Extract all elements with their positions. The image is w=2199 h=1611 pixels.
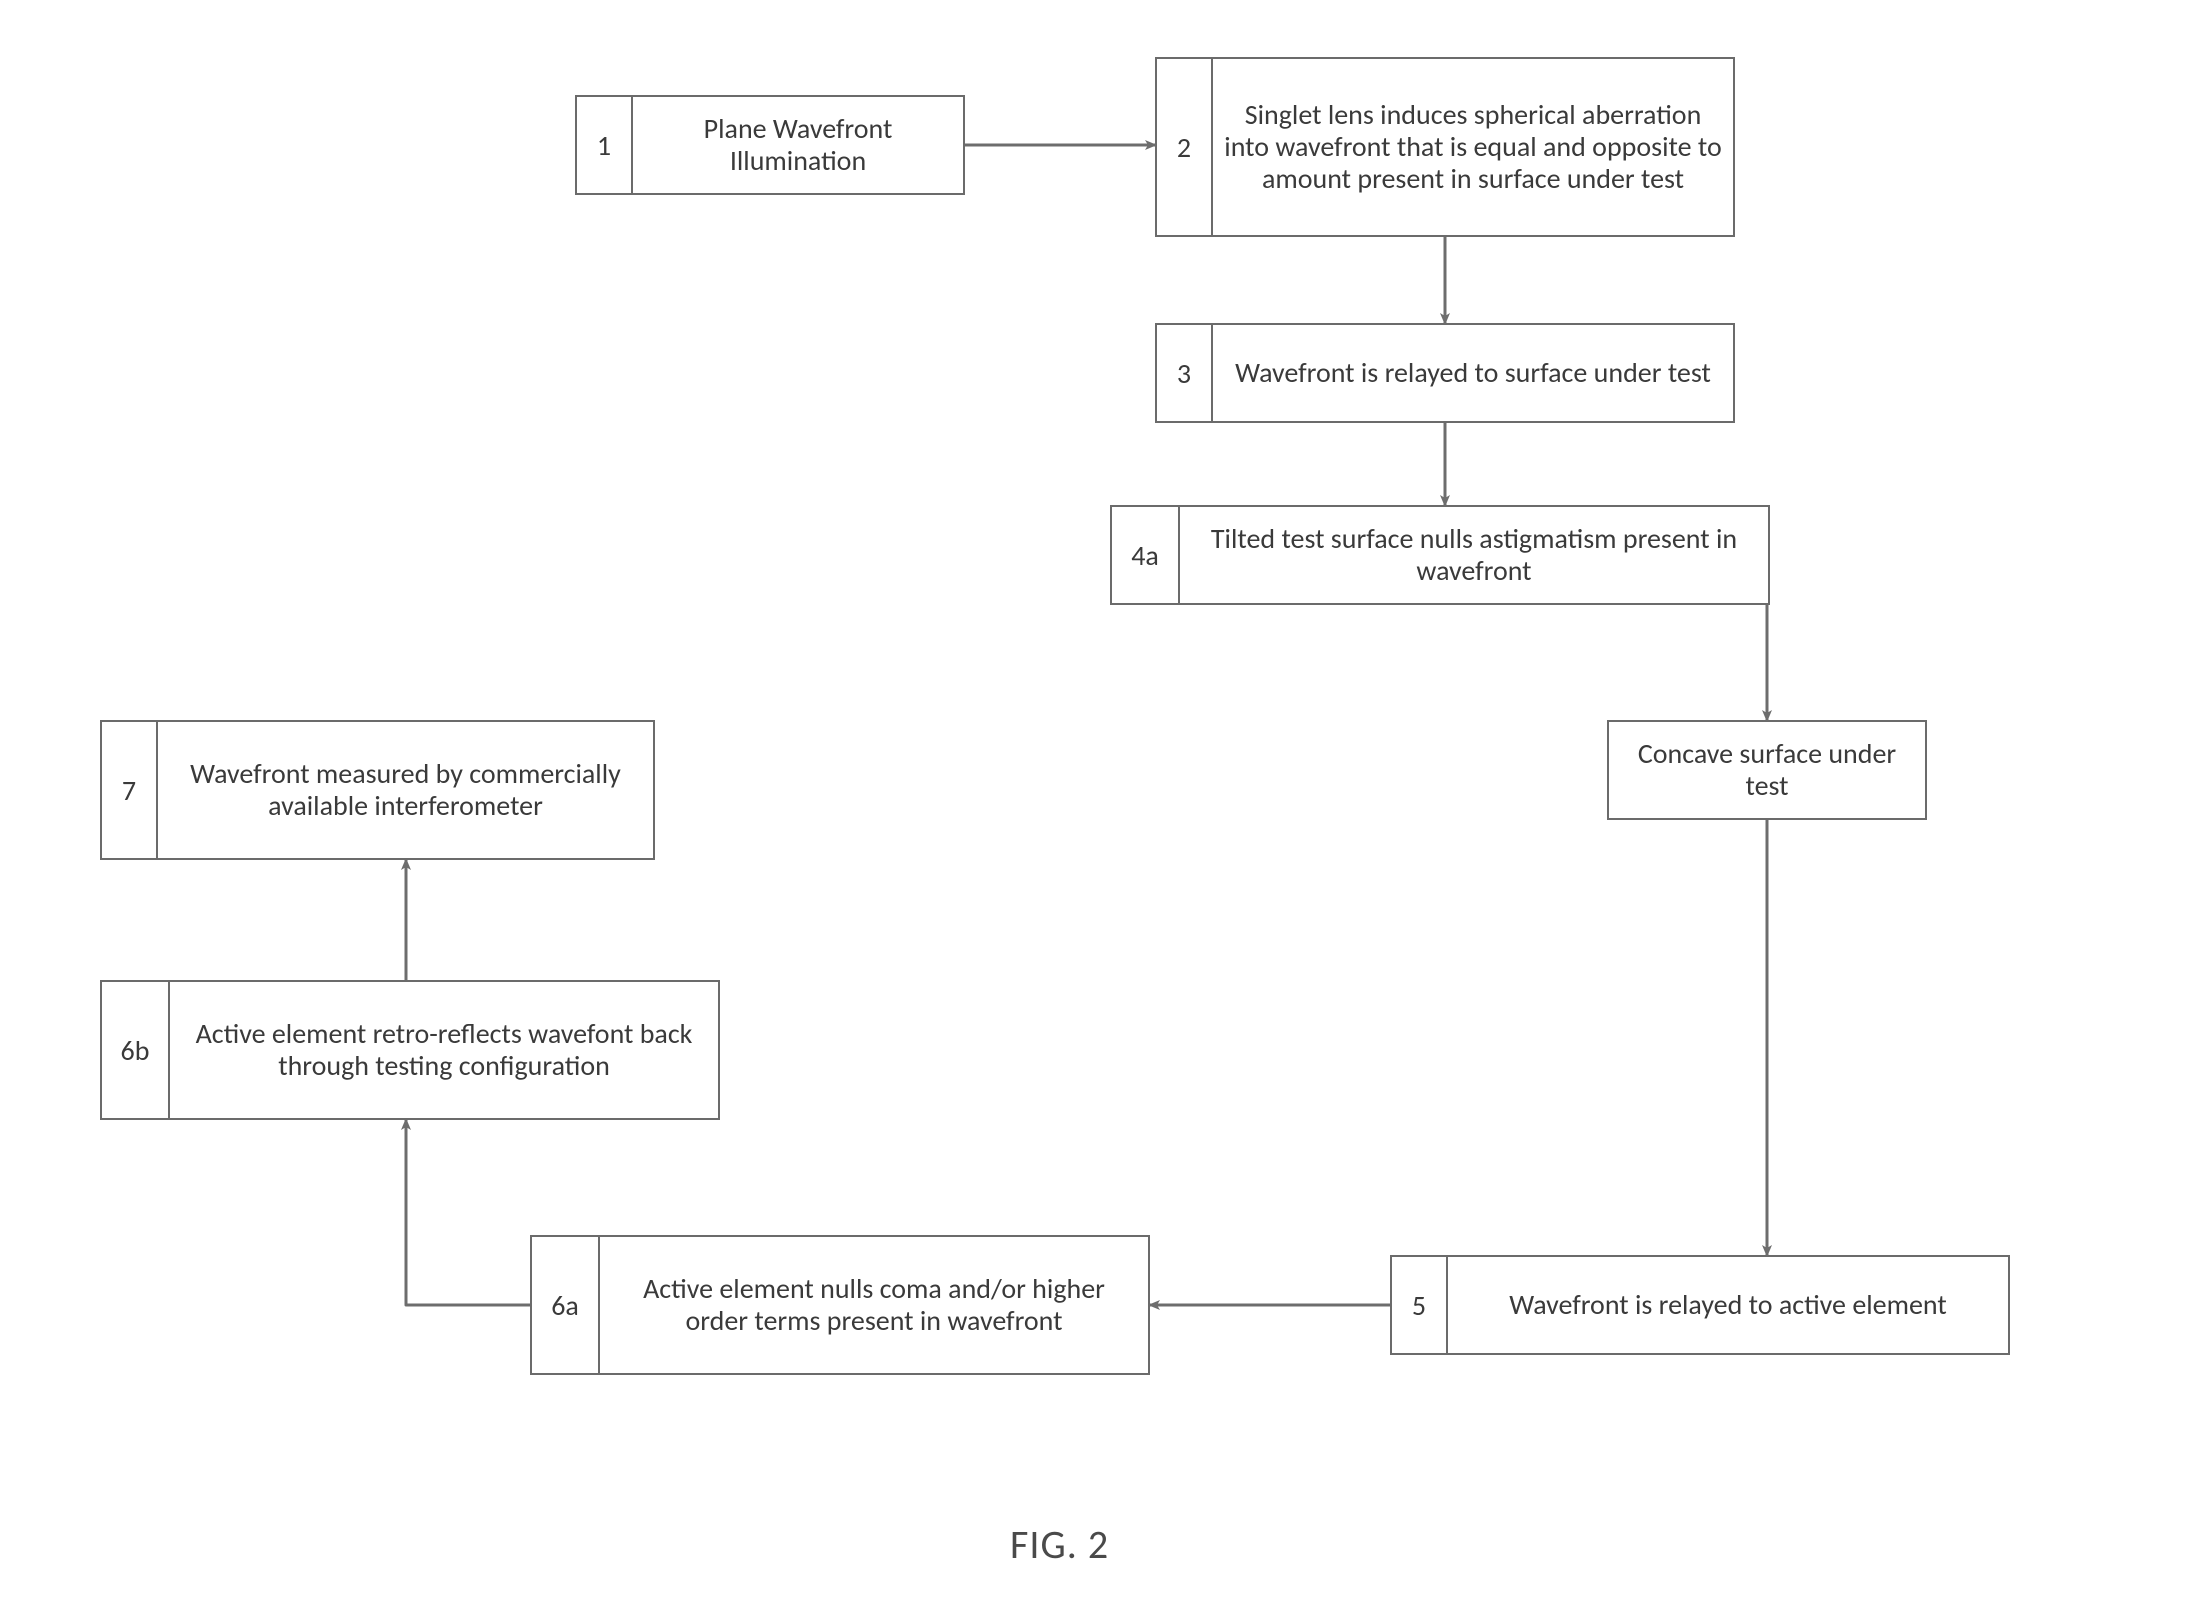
edge-n6a-n6b <box>406 1120 530 1305</box>
figure-caption: FIG. 2 <box>1010 1520 1109 1569</box>
node-2: 2 Singlet lens induces spherical aberrat… <box>1155 57 1735 237</box>
node-5-number: 5 <box>1390 1255 1448 1355</box>
node-6b-label: Active element retro-reflects wavefont b… <box>170 980 720 1120</box>
node-6a-number: 6a <box>530 1235 600 1375</box>
node-7-label: Wavefront measured by commercially avail… <box>158 720 655 860</box>
node-1-number: 1 <box>575 95 633 195</box>
node-6a: 6a Active element nulls coma and/or high… <box>530 1235 1150 1375</box>
node-1: 1 Plane Wavefront Illumination <box>575 95 965 195</box>
node-2-number: 2 <box>1155 57 1213 237</box>
node-4a-number: 4a <box>1110 505 1180 605</box>
node-1-label: Plane Wavefront Illumination <box>633 95 965 195</box>
node-3-number: 3 <box>1155 323 1213 423</box>
node-5: 5 Wavefront is relayed to active element <box>1390 1255 2010 1355</box>
node-concave: Concave surface under test <box>1607 720 1927 820</box>
node-7-number: 7 <box>100 720 158 860</box>
node-6a-label: Active element nulls coma and/or higher … <box>600 1235 1150 1375</box>
node-3: 3 Wavefront is relayed to surface under … <box>1155 323 1735 423</box>
node-2-label: Singlet lens induces spherical aberratio… <box>1213 57 1735 237</box>
node-6b-number: 6b <box>100 980 170 1120</box>
node-4a: 4a Tilted test surface nulls astigmatism… <box>1110 505 1770 605</box>
node-7: 7 Wavefront measured by commercially ava… <box>100 720 655 860</box>
node-3-label: Wavefront is relayed to surface under te… <box>1213 323 1735 423</box>
node-4a-label: Tilted test surface nulls astigmatism pr… <box>1180 505 1770 605</box>
node-6b: 6b Active element retro-reflects wavefon… <box>100 980 720 1120</box>
node-5-label: Wavefront is relayed to active element <box>1448 1255 2010 1355</box>
